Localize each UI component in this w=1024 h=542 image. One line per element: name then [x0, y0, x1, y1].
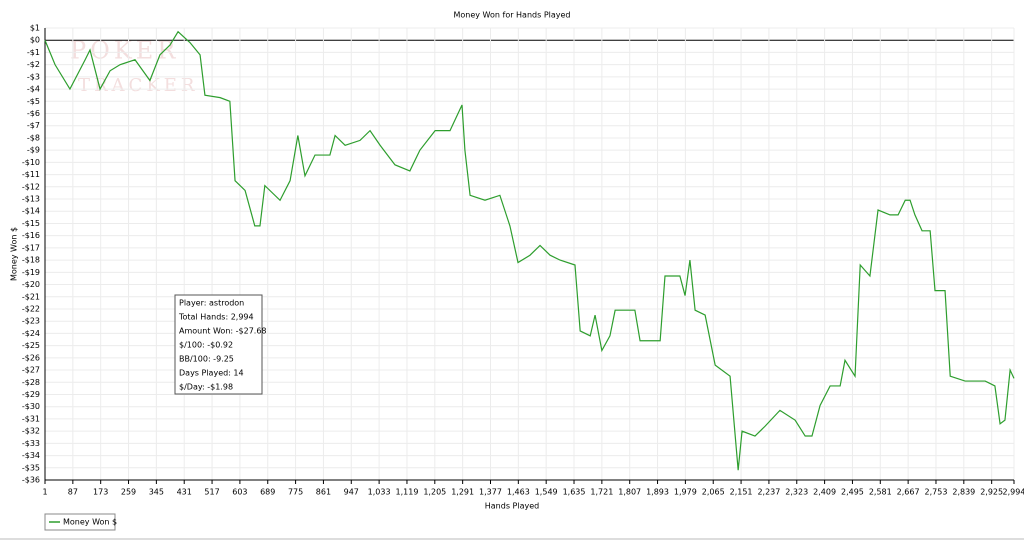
legend-box [44, 513, 116, 531]
y-tick-label: -$31 [22, 414, 40, 423]
x-tick-label: 689 [260, 488, 275, 497]
x-tick-label: 2,667 [897, 488, 920, 497]
y-tick-label: -$28 [22, 378, 40, 387]
y-tick-label: -$1 [27, 48, 40, 57]
y-tick-label: -$2 [27, 60, 40, 69]
tooltip-line: Player: astrodon [179, 299, 244, 308]
y-tick-label: -$22 [22, 304, 40, 313]
y-tick-label: -$13 [22, 195, 40, 204]
x-tick-label: 87 [68, 488, 78, 497]
y-tick-label: -$35 [22, 463, 40, 472]
y-tick-label: -$9 [27, 146, 40, 155]
y-tick-label: -$17 [22, 243, 40, 252]
x-axis-title: Hands Played [485, 502, 539, 511]
tooltip-box [174, 294, 263, 395]
y-tick-label: -$7 [27, 121, 40, 130]
watermark: TRACKER [78, 75, 198, 96]
y-tick-label: -$15 [22, 219, 40, 228]
x-tick-label: 2,581 [869, 488, 892, 497]
x-tick-label: 1,893 [646, 488, 669, 497]
x-tick-label: 2,839 [952, 488, 975, 497]
y-tick-label: -$10 [22, 158, 40, 167]
x-tick-label: 1,119 [396, 488, 419, 497]
y-tick-label: -$11 [22, 170, 40, 179]
x-tick-label: 603 [232, 488, 247, 497]
x-tick-label: 2,237 [757, 488, 780, 497]
y-tick-label: -$4 [27, 85, 40, 94]
y-tick-label: -$29 [22, 390, 40, 399]
x-tick-label: 1,205 [423, 488, 446, 497]
x-tick-label: 431 [177, 488, 192, 497]
y-tick-label: -$30 [22, 402, 40, 411]
x-tick-label: 1,033 [368, 488, 391, 497]
x-tick-label: 1,721 [590, 488, 613, 497]
x-tick-label: 2,323 [785, 488, 808, 497]
y-tick-label: $1 [30, 24, 40, 33]
x-tick-label: 1,377 [479, 488, 502, 497]
tooltip-line: $/Day: -$1.98 [179, 383, 233, 392]
x-tick-label: 1,979 [674, 488, 697, 497]
tooltip-line: $/100: -$0.92 [179, 341, 233, 350]
x-tick-label: 1 [42, 488, 47, 497]
x-tick-label: 2,065 [702, 488, 725, 497]
y-tick-label: -$6 [27, 109, 40, 118]
y-tick-label: -$8 [27, 133, 40, 142]
tooltip-line: Days Played: 14 [179, 369, 244, 378]
x-tick-label: 1,807 [618, 488, 641, 497]
y-tick-label: -$27 [22, 366, 40, 375]
y-tick-label: -$34 [22, 451, 40, 460]
y-tick-label: -$32 [22, 427, 40, 436]
x-tick-label: 259 [121, 488, 136, 497]
y-tick-label: -$20 [22, 280, 40, 289]
x-tick-label: 947 [344, 488, 359, 497]
y-tick-label: -$14 [22, 207, 40, 216]
x-tick-label: 2,994 [1003, 488, 1024, 497]
y-tick-label: -$5 [27, 97, 40, 106]
x-tick-label: 1,291 [451, 488, 474, 497]
x-tick-label: 2,409 [813, 488, 836, 497]
x-tick-label: 1,635 [563, 488, 586, 497]
y-tick-label: -$19 [22, 268, 40, 277]
x-tick-label: 1,549 [535, 488, 558, 497]
tooltip-line: Amount Won: -$27.68 [179, 327, 267, 336]
x-tick-label: 345 [149, 488, 164, 497]
data-line [44, 30, 1015, 471]
y-tick-label: -$24 [22, 329, 40, 338]
x-tick-label: 517 [204, 488, 219, 497]
x-tick-label: 2,151 [730, 488, 753, 497]
legend-label: Money Won $ [63, 518, 117, 527]
x-tick-label: 2,925 [980, 488, 1003, 497]
y-tick-label: -$3 [27, 72, 40, 81]
y-tick-label: $0 [30, 36, 40, 45]
chart-title: Money Won for Hands Played [453, 11, 570, 20]
y-tick-label: -$36 [22, 476, 40, 485]
x-tick-label: 1,463 [507, 488, 530, 497]
y-tick-label: -$18 [22, 256, 40, 265]
tooltip-line: Total Hands: 2,994 [178, 313, 254, 322]
y-tick-label: -$16 [22, 231, 40, 240]
tooltip-line: BB/100: -9.25 [179, 355, 234, 364]
y-axis-title: Money Won $ [10, 227, 19, 281]
x-tick-label: 775 [288, 488, 303, 497]
y-tick-label: -$12 [22, 182, 40, 191]
y-tick-label: -$33 [22, 439, 40, 448]
x-tick-label: 173 [93, 488, 108, 497]
x-tick-label: 861 [316, 488, 331, 497]
y-tick-label: -$23 [22, 317, 40, 326]
y-tick-label: -$25 [22, 341, 40, 350]
y-tick-label: -$21 [22, 292, 40, 301]
x-tick-label: 2,495 [841, 488, 864, 497]
y-tick-label: -$26 [22, 353, 40, 362]
x-tick-label: 2,753 [925, 488, 948, 497]
